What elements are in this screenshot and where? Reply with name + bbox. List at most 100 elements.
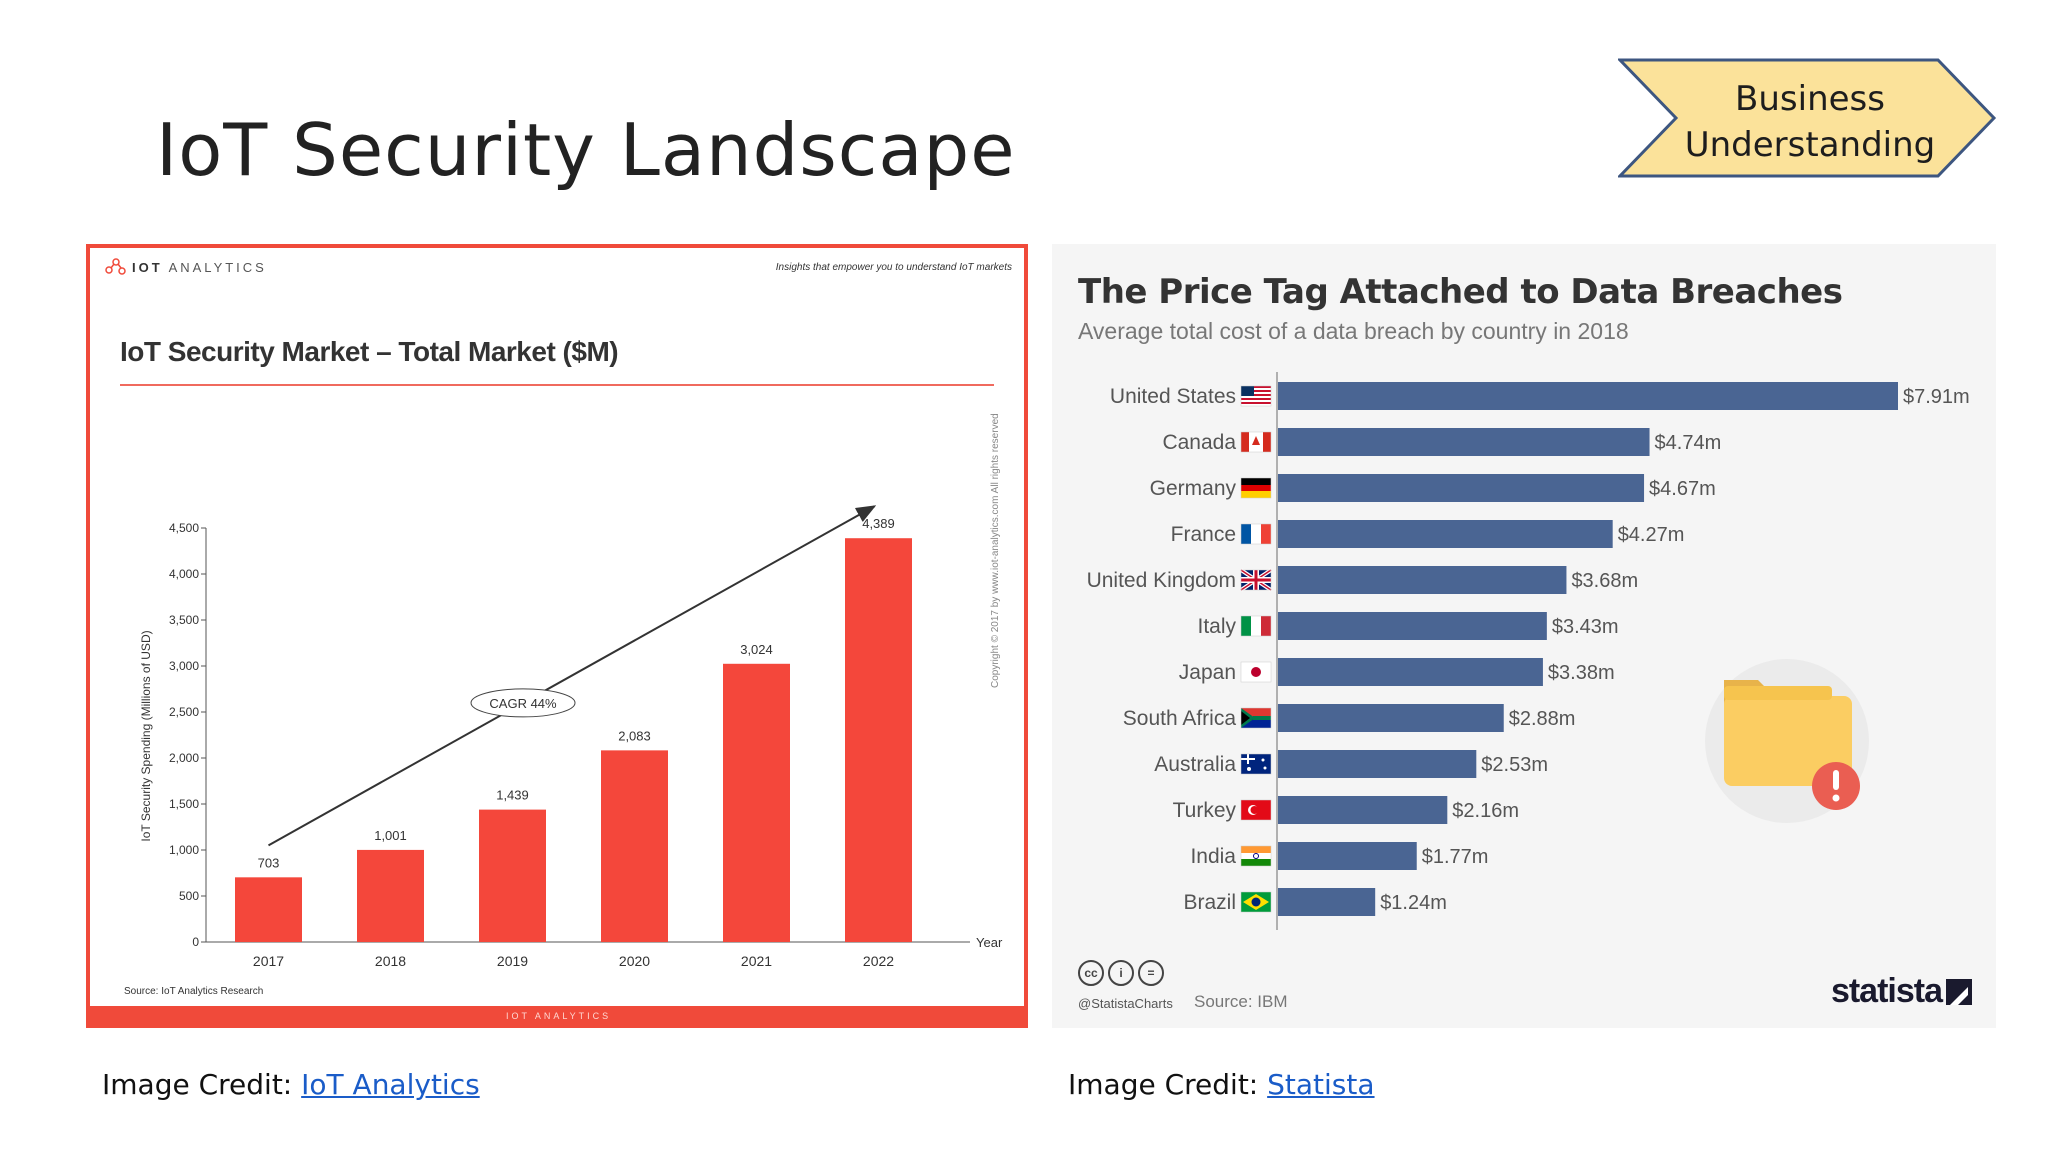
x-tick-label: 2018 (375, 953, 406, 969)
country-label: Turkey (1173, 799, 1237, 822)
iot-chart-card: IOT ANALYTICS Insights that empower you … (90, 248, 1024, 1006)
credit-left-prefix: Image Credit: (102, 1068, 302, 1101)
bar (1278, 796, 1448, 824)
flag-jp-icon (1240, 661, 1272, 683)
cc-icon: cc (1078, 960, 1104, 986)
bar (1278, 750, 1477, 778)
x-tick-label: 2022 (863, 953, 894, 969)
bar-value-label: $1.77m (1422, 846, 1489, 868)
x-tick-label: 2017 (253, 953, 284, 969)
bar (1278, 428, 1650, 456)
bar-value-label: $4.74m (1655, 432, 1722, 454)
iot-analytics-logo: IOT ANALYTICS (104, 258, 267, 276)
bar (1278, 888, 1376, 916)
statista-logo-text: statista (1830, 972, 1943, 1010)
flag-za-icon (1240, 707, 1272, 729)
x-tick-label: 2019 (497, 953, 528, 969)
bar-value-label: $3.68m (1571, 570, 1638, 592)
flag-us-icon (1240, 385, 1272, 407)
country-label: United Kingdom (1087, 569, 1236, 592)
flag-it-icon (1240, 615, 1272, 637)
bar-value-label: $3.38m (1548, 662, 1615, 684)
y-tick-label: 4,000 (169, 567, 199, 581)
iot-logo-word: ANALYTICS (168, 259, 267, 275)
cagr-label: CAGR 44% (489, 696, 557, 711)
bar-value-label: 2,083 (618, 728, 651, 743)
statista-link[interactable]: Statista (1267, 1068, 1375, 1101)
bar (845, 538, 912, 942)
attribution-icon: i (1108, 960, 1134, 986)
x-axis-label: Year (976, 935, 1003, 950)
bar-value-label: $3.43m (1552, 616, 1619, 638)
y-tick-label: 1,500 (169, 797, 199, 811)
bar (1278, 382, 1898, 410)
flag-in-icon (1240, 845, 1272, 867)
flag-fr-icon (1240, 523, 1272, 545)
country-label: Italy (1197, 615, 1236, 638)
slide-title: IoT Security Landscape (156, 108, 1016, 192)
bar-value-label: 4,389 (862, 516, 895, 531)
iot-analytics-chart-panel: IOT ANALYTICS Insights that empower you … (86, 244, 1028, 1028)
statista-chart-subtitle: Average total cost of a data breach by c… (1078, 318, 1629, 344)
badge-line-2: Understanding (1684, 125, 1936, 165)
creative-commons-icons: cc i = (1078, 960, 1164, 986)
bar (235, 877, 302, 942)
business-understanding-badge (1618, 58, 1997, 178)
iot-molecule-icon (105, 258, 126, 275)
statista-handle: @StatistaCharts (1078, 996, 1173, 1011)
credit-statista: Image Credit: Statista (1068, 1068, 1375, 1101)
y-tick-label: 0 (192, 935, 199, 949)
bar (1278, 658, 1543, 686)
bar-value-label: $4.67m (1649, 478, 1716, 500)
credit-right-prefix: Image Credit: (1068, 1068, 1268, 1101)
y-axis-label: IoT Security Spending (Millions of USD) (139, 630, 153, 841)
iot-chart-title: IoT Security Market – Total Market ($M) (120, 336, 619, 367)
country-label: United States (1110, 385, 1236, 408)
y-tick-label: 1,000 (169, 843, 199, 857)
bar (1278, 474, 1645, 502)
country-label: South Africa (1123, 707, 1237, 730)
country-label: France (1171, 523, 1236, 546)
no-derivatives-icon: = (1138, 960, 1164, 986)
y-tick-label: 500 (179, 889, 199, 903)
bar-value-label: $7.91m (1903, 386, 1970, 408)
y-tick-label: 3,500 (169, 613, 199, 627)
iot-title-divider (120, 384, 994, 386)
folder-alert-icon (1705, 659, 1869, 823)
country-label: Brazil (1183, 891, 1236, 914)
flag-gb-icon (1239, 568, 1273, 592)
bar (723, 663, 790, 942)
bar (1278, 704, 1504, 732)
iot-source: Source: IoT Analytics Research (124, 986, 264, 997)
statista-chart-panel: The Price Tag Attached to Data Breaches … (1052, 244, 1996, 1028)
flag-br-icon (1240, 891, 1272, 913)
country-label: Australia (1154, 753, 1236, 776)
country-label: Japan (1179, 661, 1236, 684)
bar (1278, 566, 1567, 594)
badge-line-1: Business (1735, 79, 1885, 119)
y-tick-label: 3,000 (169, 659, 199, 673)
bar-value-label: $2.53m (1481, 754, 1548, 776)
bar-value-label: 3,024 (740, 642, 773, 657)
statista-source: Source: IBM (1194, 992, 1288, 1011)
statista-chart-title: The Price Tag Attached to Data Breaches (1078, 272, 1843, 312)
country-label: India (1190, 845, 1236, 868)
flag-ca-icon (1240, 431, 1272, 453)
country-label: Canada (1162, 431, 1236, 454)
iot-logo-bold: IOT (132, 259, 163, 275)
iot-footer-logo: IOT ANALYTICS (506, 1011, 612, 1021)
x-tick-label: 2021 (741, 953, 772, 969)
bar (1278, 842, 1417, 870)
y-tick-label: 2,000 (169, 751, 199, 765)
bar-value-label: 1,439 (496, 788, 529, 803)
bar-value-label: $2.16m (1452, 800, 1519, 822)
x-tick-label: 2020 (619, 953, 650, 969)
iot-analytics-link[interactable]: IoT Analytics (301, 1068, 480, 1101)
badge-text: Business Understanding (1650, 76, 1970, 168)
iot-tagline: Insights that empower you to understand … (775, 262, 1012, 273)
bar (479, 809, 546, 942)
statista-logo-mark (1946, 978, 1972, 1005)
bar (357, 849, 424, 942)
cagr-label-bubble (470, 688, 576, 718)
cagr-trend-arrow (268, 505, 877, 847)
